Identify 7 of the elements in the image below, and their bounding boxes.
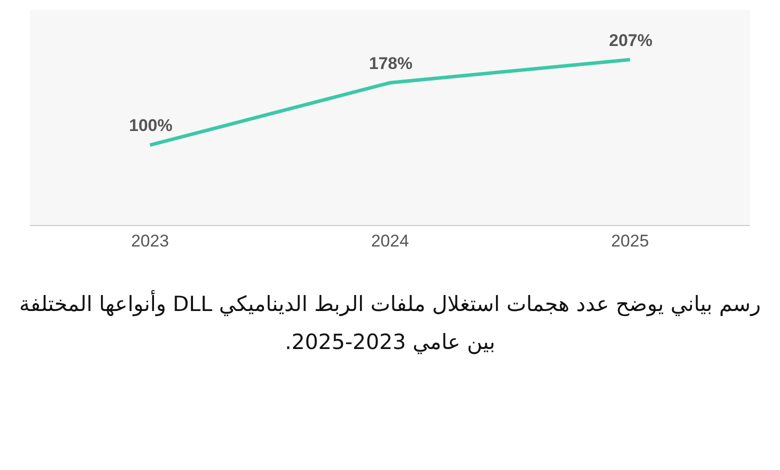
data-label: 207% bbox=[609, 31, 652, 50]
text: رسم بياني يوضح عدد هجمات استغلال ملفات الربط الديناميكي DLL وأنواعها المختلفة بين عامي 2023-2025. bbox=[18, 289, 762, 356]
data-label: 100% bbox=[129, 116, 172, 135]
data-label: 178% bbox=[369, 54, 412, 73]
x-tick-label: 2024 bbox=[371, 231, 409, 250]
x-tick-label: 2025 bbox=[611, 231, 649, 250]
x-tick-label: 2023 bbox=[131, 231, 169, 250]
